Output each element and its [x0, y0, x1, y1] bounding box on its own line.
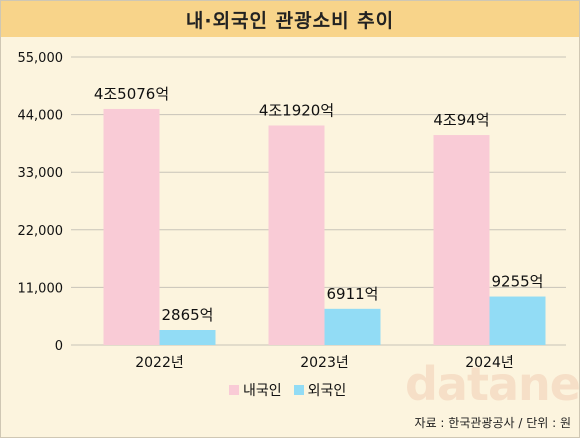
data-label: 9255억 — [492, 273, 544, 291]
data-label: 4조5076억 — [94, 85, 169, 103]
legend-label-domestic: 내국인 — [243, 383, 282, 399]
legend-swatch-foreign — [293, 385, 304, 395]
legend-item-foreign: 외국인 — [293, 380, 347, 400]
x-tick-label: 2024년 — [465, 355, 514, 371]
y-tick-label: 44,000 — [18, 109, 64, 124]
legend-item-domestic: 내국인 — [229, 380, 282, 400]
x-tick-label: 2022년 — [135, 355, 184, 371]
bar-domestic — [103, 108, 160, 346]
legend-label-foreign: 외국인 — [307, 383, 347, 399]
y-tick-label: 22,000 — [18, 224, 64, 239]
data-label: 4조1920억 — [259, 101, 334, 119]
x-tick-label: 2023년 — [300, 355, 349, 371]
y-tick-label: 0 — [55, 339, 63, 354]
data-label: 2865억 — [162, 306, 214, 324]
legend: 내국인 외국인 — [229, 380, 346, 400]
data-label: 4조94억 — [433, 111, 489, 129]
legend-swatch-domestic — [229, 385, 239, 395]
watermark-logo: datanews — [405, 357, 580, 411]
bar-foreign — [324, 308, 381, 345]
title-bar: 내·외국인 관광소비 추이 — [1, 1, 579, 37]
y-tick-label: 55,000 — [18, 51, 64, 66]
data-label: 6911억 — [327, 285, 379, 303]
bar-domestic — [433, 135, 490, 345]
source-note: 자료 : 한국관광공사 / 단위 : 원 — [414, 416, 571, 430]
y-tick-label: 33,000 — [18, 166, 64, 181]
chart-title: 내·외국인 관광소비 추이 — [185, 9, 395, 32]
bar-foreign — [489, 296, 546, 345]
bar-domestic — [268, 125, 325, 345]
y-tick-label: 11,000 — [18, 281, 64, 296]
bar-foreign — [159, 329, 216, 345]
